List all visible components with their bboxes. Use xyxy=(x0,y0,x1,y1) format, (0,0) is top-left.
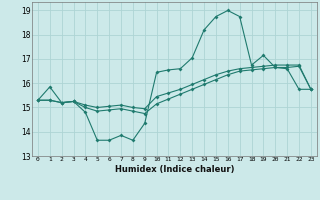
X-axis label: Humidex (Indice chaleur): Humidex (Indice chaleur) xyxy=(115,165,234,174)
